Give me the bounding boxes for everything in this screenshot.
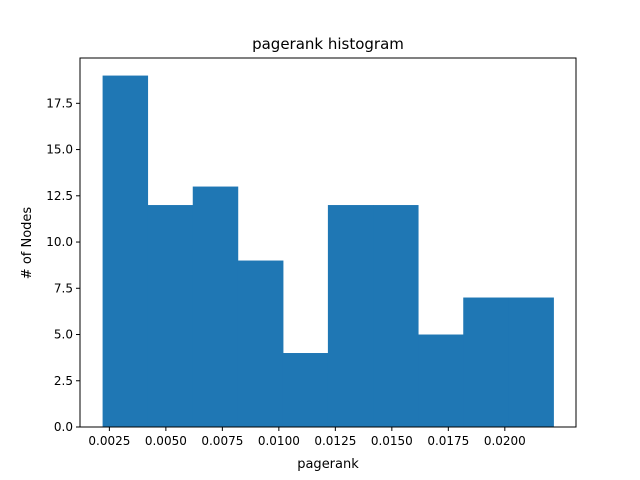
y-axis-ticks: 0.0 2.5 5.0 7.5 10.0 12.5 15.0 17.5 bbox=[46, 96, 80, 434]
chart-title: pagerank histogram bbox=[252, 35, 404, 53]
histogram-bar-2 bbox=[147, 205, 194, 427]
histogram-bar-4 bbox=[237, 260, 284, 427]
y-tick-label: 7.5 bbox=[54, 281, 73, 295]
x-tick-label: 0.0200 bbox=[484, 434, 526, 448]
x-tick-label: 0.0075 bbox=[201, 434, 243, 448]
y-tick-label: 10.0 bbox=[46, 235, 73, 249]
histogram-bar-1 bbox=[102, 75, 149, 428]
x-tick-label: 0.0050 bbox=[145, 434, 187, 448]
histogram-bar-10 bbox=[508, 297, 554, 427]
x-tick-label: 0.0125 bbox=[314, 434, 356, 448]
x-tick-label: 0.0100 bbox=[258, 434, 300, 448]
x-axis-label: pagerank bbox=[297, 457, 359, 472]
histogram-bar-5 bbox=[282, 353, 329, 427]
x-tick-label: 0.0175 bbox=[427, 434, 469, 448]
x-tick-label: 0.0025 bbox=[88, 434, 130, 448]
histogram-bar-9 bbox=[463, 297, 509, 427]
x-axis-ticks: 0.0025 0.0050 0.0075 0.0100 0.0125 0.0150 0.01… bbox=[88, 427, 526, 448]
histogram-bar-7 bbox=[373, 205, 419, 427]
y-tick-label: 0.0 bbox=[54, 420, 73, 434]
x-tick-label: 0.0150 bbox=[371, 434, 413, 448]
y-tick-label: 5.0 bbox=[54, 328, 73, 342]
histogram-bar-3 bbox=[192, 186, 239, 427]
histogram-bar-6 bbox=[327, 205, 374, 427]
histogram-bar-8 bbox=[418, 334, 464, 427]
y-tick-label: 15.0 bbox=[46, 143, 73, 157]
histogram-bars bbox=[102, 75, 554, 428]
y-tick-label: 17.5 bbox=[46, 96, 73, 110]
y-tick-label: 12.5 bbox=[46, 189, 73, 203]
y-tick-label: 2.5 bbox=[54, 374, 73, 388]
y-axis-label: # of Nodes bbox=[20, 207, 35, 280]
